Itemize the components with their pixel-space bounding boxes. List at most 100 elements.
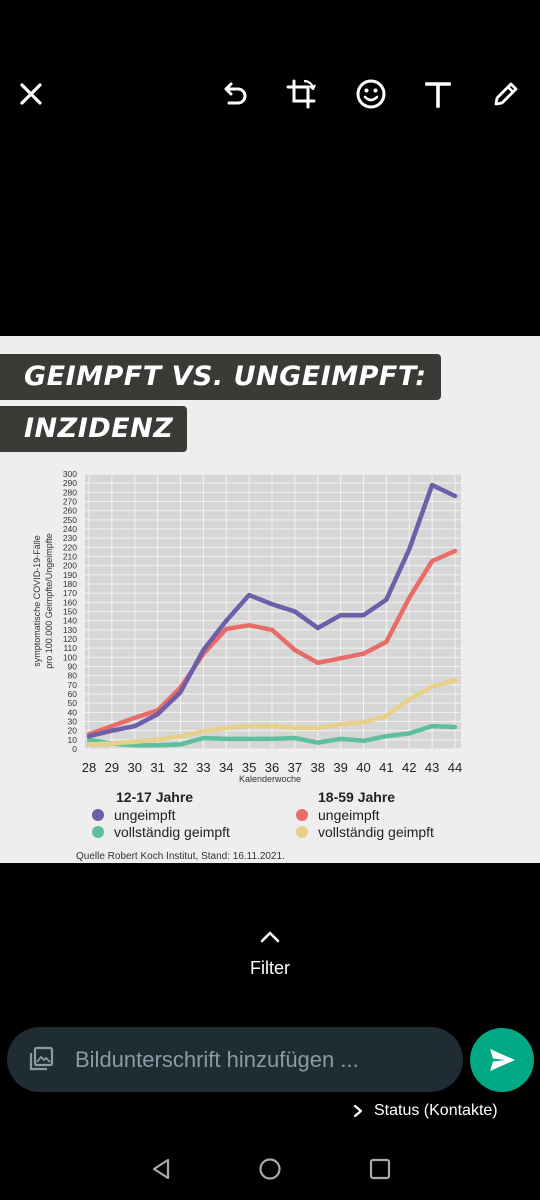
- crop-rotate-button[interactable]: [281, 74, 321, 114]
- y-tick-label: 150: [63, 607, 77, 617]
- close-button[interactable]: [11, 74, 51, 114]
- legend-item: vollständig geimpft: [296, 823, 434, 840]
- y-tick-label: 30: [68, 717, 78, 727]
- chevron-up-icon: [260, 931, 280, 943]
- chevron-right-icon: [353, 1104, 363, 1118]
- y-tick-label: 110: [63, 643, 77, 653]
- y-tick-labels: 0102030405060708090100110120130140150160…: [63, 469, 77, 754]
- x-tick-label: 38: [311, 760, 325, 775]
- legend-item: vollständig geimpft: [92, 823, 230, 840]
- series-lines: [86, 482, 458, 748]
- y-tick-label: 130: [63, 625, 77, 635]
- y-tick-label: 290: [63, 478, 77, 488]
- y-tick-label: 300: [63, 469, 77, 479]
- y-tick-label: 40: [68, 707, 78, 717]
- y-tick-label: 0: [72, 744, 77, 754]
- legend-dot-icon: [92, 808, 104, 821]
- legend-group-12-17: 12-17 Jahre ungeimpft vollständig geimpf…: [92, 789, 230, 840]
- y-axis-label-line2: pro 100.000 Geimpfte/Ungeimpfte: [44, 533, 54, 669]
- y-tick-label: 80: [68, 671, 78, 681]
- banner-title-line2: INZIDENZ: [0, 406, 188, 452]
- incidence-chart: 0102030405060708090100110120130140150160…: [32, 469, 462, 784]
- y-tick-label: 90: [68, 662, 78, 672]
- y-tick-label: 140: [63, 616, 77, 626]
- legend-group-title: 18-59 Jahre: [318, 789, 396, 805]
- y-tick-label: 260: [63, 506, 77, 516]
- legend-dot-icon: [296, 808, 308, 821]
- x-tick-label: 37: [288, 760, 302, 775]
- system-nav-bar: [0, 1140, 540, 1200]
- caption-input[interactable]: [73, 1041, 447, 1079]
- edited-image[interactable]: GEIMPFT VS. UNGEIMPFT: INZIDENZ 0 10 20 30 4…: [0, 336, 540, 863]
- status-recipients[interactable]: Status (Kontakte): [352, 1102, 498, 1120]
- y-tick-label: 200: [63, 561, 77, 571]
- x-tick-label: 33: [196, 760, 210, 775]
- x-tick-labels: 28 29 30 31 32 33 34 35 36 37 38 39 40 41 42 43 44: [82, 760, 462, 775]
- x-tick-label: 39: [333, 760, 347, 775]
- undo-button[interactable]: [214, 74, 254, 114]
- y-tick-label: 240: [63, 524, 77, 534]
- source-note: Quelle Robert Koch Institut, Stand: 16.1…: [76, 851, 285, 862]
- y-tick-label: 190: [63, 570, 77, 580]
- x-tick-label: 44: [448, 760, 462, 775]
- text-button[interactable]: [418, 74, 458, 114]
- y-tick-label: 60: [68, 689, 78, 699]
- series-line-18-59Jahre-geimpft: [86, 678, 458, 747]
- emoji-icon: [356, 79, 386, 109]
- y-tick-label: 120: [63, 634, 77, 644]
- y-axis-label-line1: symptomatische COVID-19-Fälle: [32, 535, 42, 667]
- y-tick-label: 270: [63, 497, 77, 507]
- series-line-12-17Jahre-ungeimpft: [86, 482, 458, 739]
- legend-item: ungeimpft: [92, 806, 230, 823]
- y-tick-label: 100: [63, 652, 77, 662]
- legend-label: vollständig geimpft: [114, 823, 230, 840]
- y-tick-label: 10: [68, 735, 78, 745]
- recents-icon[interactable]: [365, 1154, 395, 1184]
- filter-toggle[interactable]: Filter: [0, 930, 540, 979]
- caption-bar: [7, 1027, 463, 1092]
- legend-label: vollständig geimpft: [318, 823, 434, 840]
- legend-group-18-59: 18-59 Jahre ungeimpft vollständig geimpf…: [296, 789, 434, 840]
- y-tick-label: 50: [68, 698, 78, 708]
- y-tick-label: 230: [63, 533, 77, 543]
- x-tick-label: 36: [265, 760, 279, 775]
- y-tick-label: 20: [68, 726, 78, 736]
- x-tick-label: 29: [105, 760, 119, 775]
- x-tick-label: 31: [150, 760, 164, 775]
- text-icon: [425, 82, 451, 108]
- legend-label: ungeimpft: [114, 806, 176, 823]
- x-tick-label: 43: [425, 760, 439, 775]
- x-axis-label: Kalenderwoche: [239, 774, 301, 784]
- legend-dot-icon: [92, 825, 104, 838]
- send-button[interactable]: [470, 1028, 534, 1092]
- draw-button[interactable]: [486, 74, 526, 114]
- x-tick-label: 41: [379, 760, 393, 775]
- x-tick-label: 42: [402, 760, 416, 775]
- y-tick-label: 210: [63, 552, 77, 562]
- close-icon: [20, 83, 42, 105]
- undo-icon: [224, 82, 247, 105]
- home-icon[interactable]: [255, 1154, 285, 1184]
- x-tick-label: 28: [82, 760, 96, 775]
- banner-title-line1: GEIMPFT VS. UNGEIMPFT:: [0, 354, 441, 400]
- legend-dot-icon: [296, 825, 308, 838]
- send-icon: [490, 1049, 515, 1071]
- x-tick-label: 34: [219, 760, 233, 775]
- y-tick-label: 180: [63, 579, 77, 589]
- y-tick-label: 280: [63, 487, 77, 497]
- legend-group-title: 12-17 Jahre: [116, 789, 194, 805]
- legend-label: ungeimpft: [318, 806, 380, 823]
- gallery-icon[interactable]: [27, 1045, 55, 1073]
- pencil-icon: [494, 82, 518, 106]
- y-tick-label: 250: [63, 515, 77, 525]
- y-tick-label: 220: [63, 542, 77, 552]
- grid-lines: [85, 473, 461, 750]
- editor-toolbar: [0, 0, 540, 190]
- y-tick-label: 160: [63, 597, 77, 607]
- status-label: Status (Kontakte): [374, 1102, 498, 1119]
- x-tick-label: 40: [356, 760, 370, 775]
- back-icon[interactable]: [146, 1154, 176, 1184]
- y-tick-label: 170: [63, 588, 77, 598]
- x-tick-label: 30: [128, 760, 142, 775]
- emoji-button[interactable]: [351, 74, 391, 114]
